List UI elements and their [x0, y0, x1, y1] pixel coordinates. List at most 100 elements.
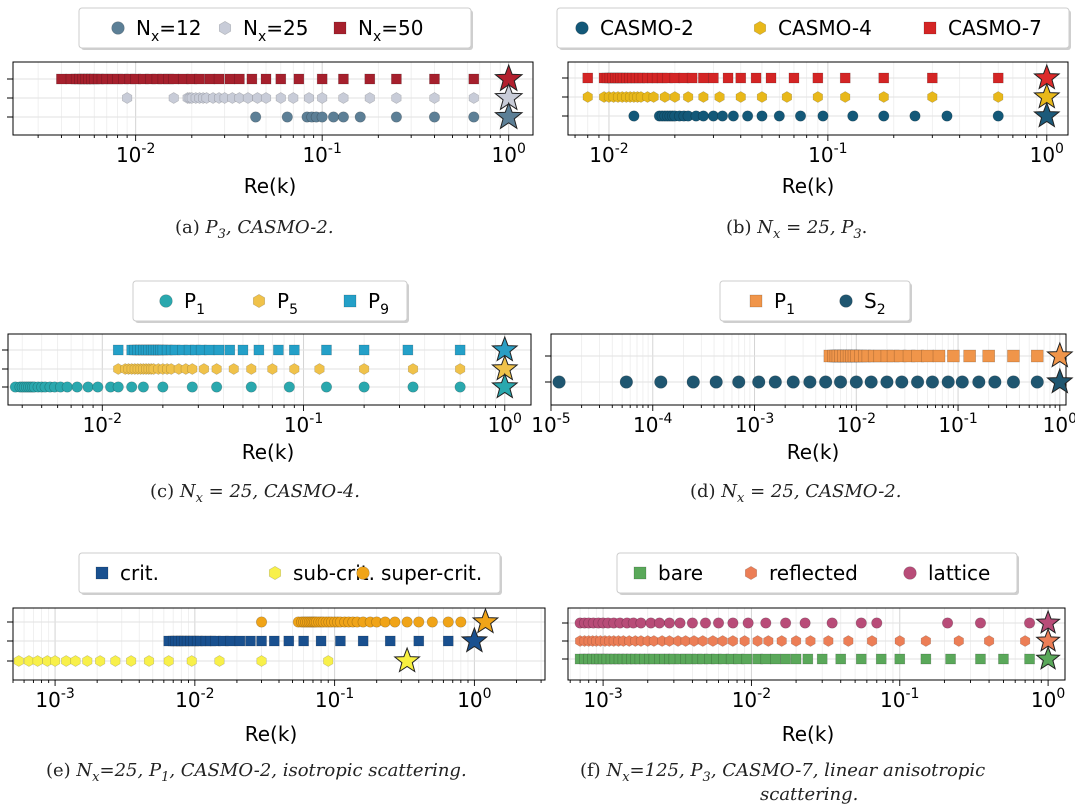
data-point — [126, 381, 138, 393]
legend-label: P9 — [368, 289, 389, 318]
plot-frame — [567, 61, 1069, 136]
legend-label: Nx=12 — [136, 16, 201, 45]
data-point — [727, 635, 738, 647]
legend-marker — [749, 294, 763, 308]
data-point — [698, 72, 709, 84]
data-point — [921, 349, 934, 363]
data-point — [803, 375, 817, 389]
legend: CASMO-2 CASMO-4 CASMO-7 — [556, 7, 1071, 50]
grid — [545, 334, 1066, 411]
data-point — [975, 653, 986, 665]
legend-marker — [111, 21, 125, 35]
data-point — [71, 381, 83, 393]
data-point — [741, 653, 753, 665]
legend-marker — [95, 566, 109, 580]
data-point — [237, 344, 249, 356]
x-tick-label: 10-3 — [583, 686, 622, 712]
data-point — [697, 110, 709, 122]
data-point — [709, 375, 723, 389]
data-point — [194, 73, 205, 85]
x-axis-label: Re(k) — [787, 440, 840, 464]
data-point — [245, 635, 256, 647]
data-point — [812, 91, 823, 103]
data-point — [582, 72, 594, 84]
data-point — [250, 111, 262, 123]
caption: (f) Nx=125, P3, CASMO-7, linear anisotro… — [580, 760, 985, 785]
data-point — [894, 653, 906, 665]
plot-frame — [550, 333, 1067, 406]
data-point — [654, 375, 668, 389]
legend-box — [556, 7, 1070, 49]
data-point — [234, 635, 246, 647]
data-point — [780, 653, 791, 665]
data-point — [337, 111, 349, 123]
data-point — [317, 92, 328, 104]
data-point — [894, 635, 905, 647]
data-point — [122, 92, 133, 104]
data-point — [927, 91, 938, 103]
legend-label: CASMO-7 — [948, 16, 1042, 40]
data-point — [816, 653, 828, 665]
series-P5 — [113, 363, 466, 375]
data-point — [927, 72, 938, 84]
data-point — [137, 381, 149, 393]
data-point — [739, 635, 750, 647]
data-point — [835, 653, 847, 665]
legend-label: lattice — [928, 561, 990, 585]
legend-marker — [923, 21, 937, 35]
legend: P1 S2 — [719, 280, 912, 323]
legend: crit. sub-crit. super-crit. — [78, 552, 502, 595]
data-point — [864, 375, 878, 389]
x-tick-label: 10-3 — [35, 686, 74, 712]
legend: bare reflected lattice — [616, 552, 1019, 595]
series-Nx=25 — [122, 92, 479, 104]
data-point — [32, 655, 43, 667]
data-point — [765, 72, 777, 84]
data-point — [974, 617, 987, 629]
chart-panel-d: 10-5 10-4 10-3 10-2 10-1 100 Re(k) P1 S2 (d) Nx =… — [531, 280, 1075, 506]
data-point — [204, 73, 216, 85]
data-point — [316, 73, 328, 85]
data-point — [1030, 349, 1044, 363]
legend-marker — [159, 294, 173, 308]
data-point — [727, 110, 739, 122]
data-point — [384, 635, 396, 647]
data-point — [698, 91, 709, 103]
legend-label: CASMO-2 — [600, 16, 694, 40]
data-point — [256, 635, 267, 647]
data-point — [849, 375, 863, 389]
data-point — [267, 363, 278, 375]
data-point — [359, 363, 370, 375]
data-point — [716, 110, 729, 122]
series-lattice — [574, 617, 1036, 629]
data-point — [281, 111, 293, 123]
data-point — [1020, 635, 1031, 647]
chart-panel-f: 10-3 10-2 10-1 100 Re(k) bare reflected lattice… — [562, 552, 1066, 805]
x-tick-label: 100 — [488, 411, 522, 437]
data-point — [242, 92, 254, 104]
reference-star-marker — [1033, 101, 1061, 128]
data-point — [275, 73, 287, 85]
data-point — [198, 363, 210, 375]
legend-marker — [744, 566, 758, 580]
data-point — [364, 73, 376, 85]
data-point — [735, 91, 746, 103]
data-point — [228, 363, 239, 375]
caption: (e) Nx=25, P1, CASMO-2, isotropic scatte… — [46, 760, 467, 785]
data-point — [13, 655, 24, 667]
series-CASMO-4 — [582, 91, 1004, 103]
data-point — [268, 635, 280, 647]
data-point — [426, 616, 438, 628]
series-CASMO-7 — [582, 72, 1004, 84]
data-point — [246, 73, 258, 85]
data-point — [712, 617, 725, 629]
data-point — [717, 635, 728, 647]
data-point — [168, 92, 179, 104]
caption: (c) Nx = 25, CASMO-4. — [150, 481, 360, 506]
data-point — [664, 635, 675, 647]
data-point — [722, 72, 734, 84]
data-point — [364, 92, 375, 104]
data-point — [211, 363, 222, 375]
data-point — [942, 617, 954, 629]
series-P1 — [9, 381, 466, 393]
